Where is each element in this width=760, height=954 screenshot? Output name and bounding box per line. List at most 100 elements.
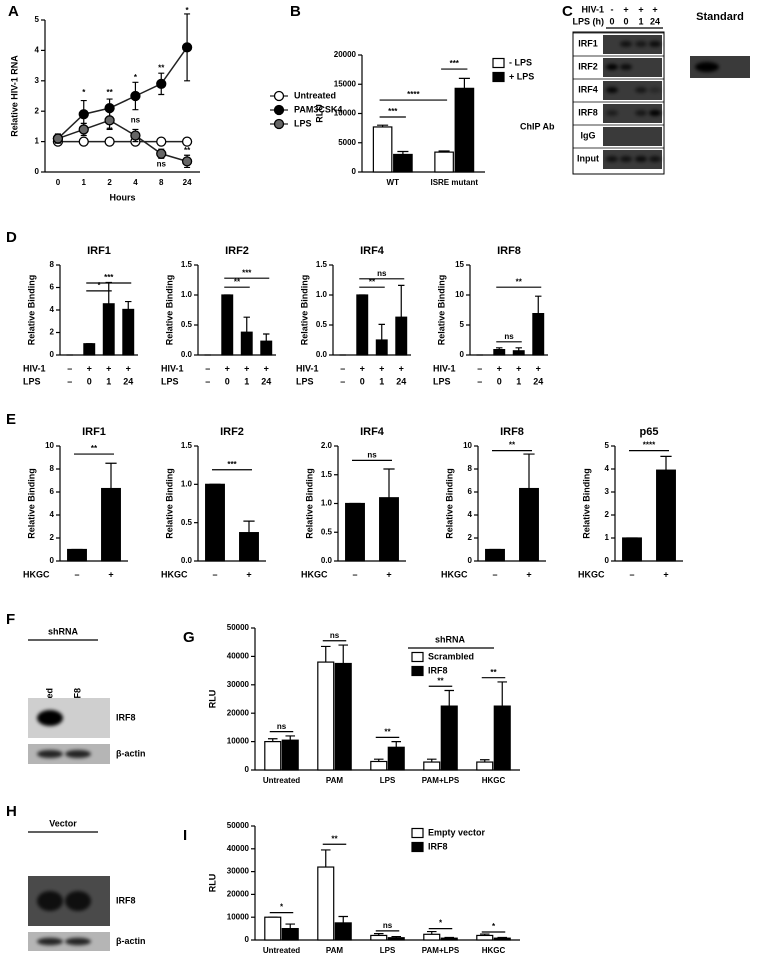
chart-title: IRF1 (87, 245, 111, 257)
error-bar (378, 323, 385, 340)
legend-label: Empty vector (428, 827, 486, 837)
significance-label: ** (516, 277, 523, 286)
significance-label: ** (91, 444, 98, 453)
blot-strip (690, 56, 750, 78)
x-row-value: + (87, 363, 92, 373)
significance-label: ** (158, 64, 165, 73)
panel-label: H (6, 803, 17, 820)
marker (78, 109, 89, 120)
error-bar (285, 735, 296, 741)
blot-band (620, 41, 632, 47)
bar (493, 705, 511, 771)
x-row-value: + (264, 363, 269, 373)
y-tick-label: 0 (245, 935, 250, 944)
blot-header: shRNA (48, 626, 79, 636)
blot-strip (603, 58, 662, 77)
x-row-value: 24 (396, 376, 406, 386)
bar (122, 308, 135, 356)
bar (281, 739, 299, 771)
y-tick-label: 1.0 (181, 290, 193, 299)
y-axis-label: Relative Binding (436, 275, 446, 346)
y-tick-label: 1 (605, 533, 610, 542)
panel-label: F (6, 611, 15, 628)
significance-label: ** (509, 441, 516, 450)
y-tick-label: 0.0 (321, 556, 333, 565)
error-bar (391, 741, 402, 748)
y-tick-label: 8 (50, 464, 55, 473)
blot-row-label: IRF8 (116, 895, 136, 905)
bar (485, 548, 505, 562)
bar (395, 316, 408, 356)
x-row-label: HKGC (23, 569, 50, 579)
x-row-value: 0 (360, 376, 365, 386)
bar (656, 469, 676, 562)
blot-row-label: β-actin (116, 748, 146, 758)
significance-label: ** (106, 88, 113, 97)
error-bar (660, 455, 672, 471)
x-row-label: LPS (433, 376, 451, 386)
x-row-value: – (340, 376, 345, 386)
marker (52, 133, 64, 144)
y-tick-label: 1.0 (181, 479, 193, 488)
panel-label: D (6, 229, 17, 246)
error-bar (338, 644, 349, 664)
x-row-value: – (629, 569, 634, 579)
bar (370, 934, 388, 941)
y-tick-label: 20000 (227, 890, 250, 899)
legend-swatch (411, 841, 424, 853)
bar (317, 866, 335, 941)
legend-title: shRNA (435, 634, 466, 644)
blot-band (606, 110, 618, 116)
blot-band (620, 64, 632, 70)
y-tick-label: 40000 (227, 652, 250, 661)
y-tick-label: 1.0 (321, 499, 333, 508)
panel-label: G (183, 629, 195, 646)
blot-band (635, 41, 647, 47)
significance-label: *** (227, 460, 237, 469)
x-row-value: – (212, 569, 217, 579)
blot-band (620, 156, 632, 162)
marker (78, 136, 89, 147)
significance-label: ** (184, 146, 191, 155)
bar (334, 662, 352, 771)
x-row-value: – (205, 376, 210, 386)
significance-label: **** (643, 441, 656, 450)
marker (156, 148, 167, 159)
x-row-value: 1 (244, 376, 249, 386)
y-tick-label: 1.5 (181, 260, 193, 269)
significance-label: ns (157, 160, 167, 169)
y-tick-label: 20000 (227, 708, 250, 717)
x-row-value: 24 (261, 376, 271, 386)
blot-row-label: IRF8 (578, 107, 598, 117)
bar (476, 761, 494, 771)
y-tick-label: 4 (35, 46, 40, 55)
y-tick-label: 30000 (227, 680, 250, 689)
y-axis-label: Relative Binding (26, 275, 36, 346)
y-tick-label: 0.0 (316, 350, 328, 359)
blot-header-value: - (611, 4, 614, 14)
y-tick-label: 3 (605, 487, 610, 496)
significance-label: ns (131, 115, 141, 124)
x-row-value: + (663, 569, 668, 579)
bar (423, 933, 441, 941)
x-tick-label: PAM (326, 776, 344, 785)
blot-band (695, 62, 719, 72)
marker (104, 136, 115, 147)
y-tick-label: 5 (460, 320, 465, 329)
x-row-value: + (126, 363, 131, 373)
bar (379, 497, 399, 562)
blot-row-label: IRF8 (116, 712, 136, 722)
blot-row-label: IRF2 (578, 61, 598, 71)
y-tick-label: 0.5 (316, 320, 328, 329)
y-tick-label: 2 (50, 328, 55, 337)
y-axis-label: Relative Binding (581, 468, 591, 539)
y-axis-label: RLU (207, 874, 217, 893)
significance-label: * (186, 6, 190, 15)
significance-label: ns (383, 921, 393, 930)
y-tick-label: 10 (45, 441, 54, 450)
y-tick-label: 8 (468, 464, 473, 473)
y-tick-label: 1.5 (321, 470, 333, 479)
blot-row-label: IgG (581, 130, 596, 140)
significance-label: * (492, 922, 496, 931)
blot-side-label: ChIP Ab (520, 121, 555, 131)
